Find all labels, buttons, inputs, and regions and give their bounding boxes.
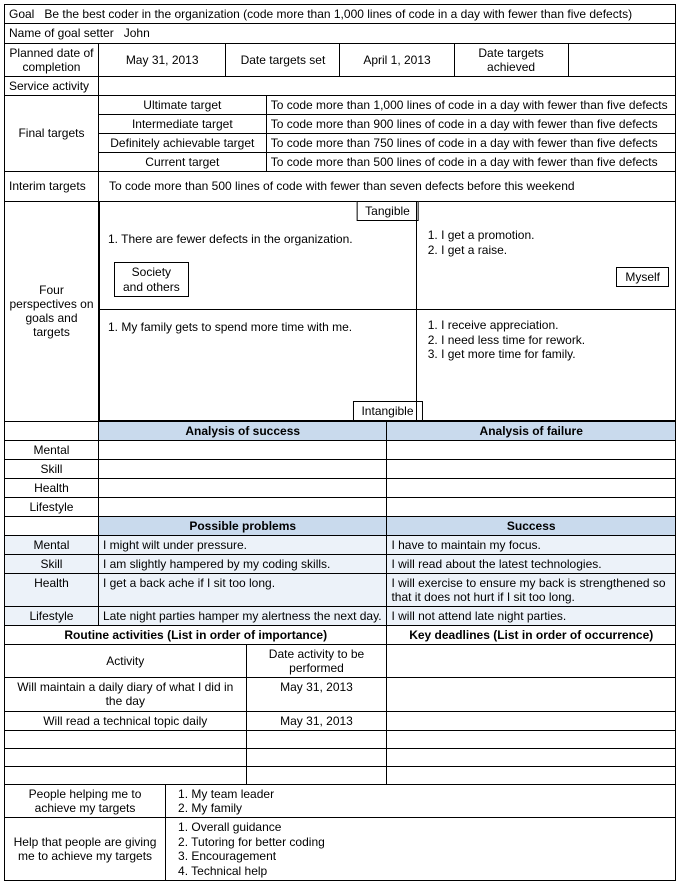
myself-label: Myself: [616, 267, 669, 287]
deadlines-hdr: Key deadlines (List in order of occurren…: [387, 625, 676, 644]
service-activity-label: Service activity: [5, 76, 99, 95]
prob-key-0: Mental: [5, 535, 99, 554]
target-val-1: To code more than 900 lines of code in a…: [266, 114, 675, 133]
target-val-3: To code more than 500 lines of code in a…: [266, 152, 675, 171]
target-val-0: To code more than 1,000 lines of code in…: [266, 95, 675, 114]
quad-br: 1. I receive appreciation. 2. I need les…: [428, 318, 658, 361]
analysis-row-3: Lifestyle: [5, 497, 99, 516]
goal-text: Be the best coder in the organization (c…: [44, 7, 632, 21]
prob-p-1: I am slightly hampered by my coding skil…: [98, 554, 387, 573]
interim-table: Interim targets To code more than 500 li…: [4, 171, 676, 202]
date-hdr: Date activity to be performed: [246, 644, 387, 677]
prob-key-2: Health: [5, 573, 99, 606]
date-achieved-label: Date targets achieved: [454, 43, 568, 76]
final-targets-label: Final targets: [5, 95, 99, 171]
quad-bl: 1. My family gets to spend more time wit…: [108, 320, 396, 334]
goal-label: Goal: [9, 7, 34, 21]
activity-1: Will read a technical topic daily: [5, 711, 247, 730]
prob-p-2: I get a back ache if I sit too long.: [98, 573, 387, 606]
problems-hdr: Possible problems: [98, 516, 387, 535]
perspectives-label: Four perspectives on goals and targets: [5, 201, 99, 421]
planned-date-label: Planned date of completion: [5, 43, 99, 76]
prob-p-0: I might wilt under pressure.: [98, 535, 387, 554]
perspectives-table: Four perspectives on goals and targets T…: [4, 201, 676, 422]
quad-tl: 1. There are fewer defects in the organi…: [108, 232, 396, 246]
goal-row: Goal Be the best coder in the organizati…: [5, 5, 676, 24]
analysis-table: Analysis of success Analysis of failure …: [4, 421, 676, 517]
interim-label: Interim targets: [5, 171, 99, 201]
activity-hdr: Activity: [5, 644, 247, 677]
people-label: People helping me to achieve my targets: [5, 784, 166, 818]
analysis-row-1: Skill: [5, 459, 99, 478]
helpers-table: People helping me to achieve my targets …: [4, 784, 676, 881]
routine-hdr: Routine activities (List in order of imp…: [5, 625, 387, 644]
analysis-row-0: Mental: [5, 440, 99, 459]
date-set-value: April 1, 2013: [340, 43, 454, 76]
target-key-2: Definitely achievable target: [98, 133, 266, 152]
target-key-1: Intermediate target: [98, 114, 266, 133]
analysis-row-2: Health: [5, 478, 99, 497]
name-row: Name of goal setter John: [5, 24, 676, 43]
society-label: Societyand others: [114, 262, 189, 297]
help-list: 1. Overall guidance 2. Tutoring for bett…: [166, 818, 676, 881]
prob-s-2: I will exercise to ensure my back is str…: [387, 573, 676, 606]
target-key-3: Current target: [98, 152, 266, 171]
prob-s-3: I will not attend late night parties.: [387, 606, 676, 625]
analysis-failure-hdr: Analysis of failure: [387, 421, 676, 440]
quad-tr: 1. I get a promotion. 2. I get a raise.: [428, 228, 658, 257]
activity-date-1: May 31, 2013: [246, 711, 387, 730]
target-val-2: To code more than 750 lines of code in a…: [266, 133, 675, 152]
name-label: Name of goal setter: [9, 26, 114, 40]
service-activity-value: [98, 76, 675, 95]
analysis-success-hdr: Analysis of success: [98, 421, 387, 440]
people-list: 1. My team leader 2. My family: [166, 784, 676, 818]
prob-s-1: I will read about the latest technologie…: [387, 554, 676, 573]
prob-key-1: Skill: [5, 554, 99, 573]
activity-date-0: May 31, 2013: [246, 677, 387, 711]
planned-date-value: May 31, 2013: [98, 43, 225, 76]
intangible-label: Intangible: [352, 401, 422, 421]
target-key-0: Ultimate target: [98, 95, 266, 114]
prob-p-3: Late night parties hamper my alertness t…: [98, 606, 387, 625]
help-label: Help that people are giving me to achiev…: [5, 818, 166, 881]
date-set-label: Date targets set: [226, 43, 340, 76]
prob-s-0: I have to maintain my focus.: [387, 535, 676, 554]
interim-value: To code more than 500 lines of code with…: [98, 171, 675, 201]
prob-key-3: Lifestyle: [5, 606, 99, 625]
date-achieved-value: [568, 43, 675, 76]
success-hdr: Success: [387, 516, 676, 535]
activity-0: Will maintain a daily diary of what I di…: [5, 677, 247, 711]
routine-table: Routine activities (List in order of imp…: [4, 625, 676, 785]
tangible-label: Tangible: [356, 201, 419, 221]
problems-table: Possible problems Success Mental I might…: [4, 516, 676, 626]
name-value: John: [124, 26, 150, 40]
final-targets-table: Final targets Ultimate target To code mo…: [4, 95, 676, 172]
header-table: Goal Be the best coder in the organizati…: [4, 4, 676, 96]
